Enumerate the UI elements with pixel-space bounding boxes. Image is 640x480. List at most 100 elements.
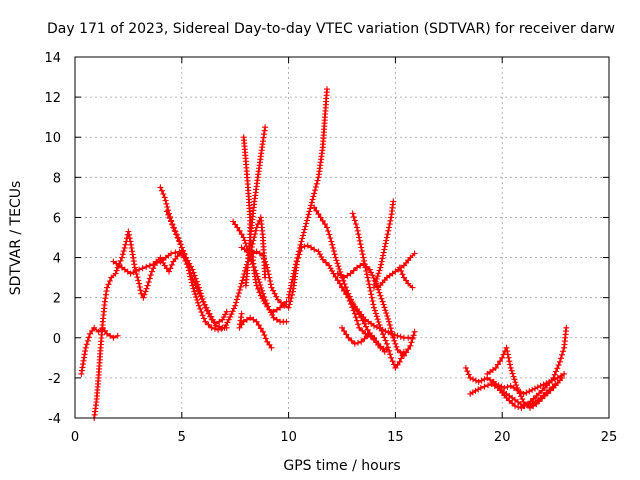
data-point [504,351,511,358]
data-point [345,334,352,341]
data-point [388,328,395,335]
data-point [119,254,125,261]
data-point [292,261,299,268]
data-point [302,223,309,230]
data-point [127,238,134,245]
data-point [410,332,417,339]
data-point [237,283,244,290]
data-point [136,284,143,290]
data-point [358,247,365,254]
data-point [509,370,516,377]
data-point [142,288,149,295]
data-point [381,277,388,284]
data-point [383,310,390,317]
y-tick-label: -2 [48,372,61,387]
data-point [113,267,120,274]
data-point [199,312,206,319]
data-point [300,232,306,239]
data-point [130,258,137,265]
data-point [383,237,390,244]
data-point [533,392,540,399]
data-point [189,276,196,283]
data-point [297,241,304,248]
data-point [398,355,405,362]
data-point [472,377,479,384]
data-point [169,221,176,228]
data-point [305,211,312,218]
data-point [163,200,170,207]
data-point [311,246,318,253]
data-point [352,221,359,227]
data-point [481,383,488,390]
data-point [262,335,269,342]
data-point [371,304,377,311]
data-point [193,284,200,291]
data-point [171,225,177,232]
data-point [380,331,386,338]
data-point [524,402,531,408]
data-point [387,325,394,332]
data-point [369,298,376,304]
data-point [266,341,273,348]
series-trace-23 [490,378,559,409]
data-point [379,255,386,262]
data-point [315,248,322,255]
data-point [253,318,260,325]
data-point [224,319,231,326]
x-tick-label: 15 [387,430,404,445]
data-point [174,253,181,260]
data-point [253,248,260,255]
data-point [273,316,280,323]
data-point [248,247,254,254]
data-point [192,291,199,298]
data-point [296,248,302,255]
data-point [190,285,197,292]
series-trace-16 [371,198,397,291]
y-tick-label: 2 [53,292,61,307]
data-point [462,364,469,371]
data-point [125,228,132,235]
data-point [319,217,326,224]
data-point [373,338,380,345]
data-point [398,267,405,274]
x-tick-label: 5 [178,430,186,445]
y-tick-label: 10 [44,131,61,146]
data-point [331,251,338,258]
data-point [117,257,124,264]
data-point [355,321,361,328]
data-point [238,314,245,321]
data-point [82,344,89,351]
data-point [361,335,368,342]
data-point [327,235,334,241]
data-point [261,293,268,300]
data-point [308,202,314,209]
data-point [351,217,358,224]
data-point [387,351,394,358]
data-point [223,324,230,331]
data-point [190,269,197,276]
data-point [367,288,374,294]
data-point [318,253,325,260]
data-point [168,261,175,268]
data-point [160,191,167,197]
data-point [330,248,337,255]
data-point [380,301,387,308]
data-point [327,265,334,272]
data-point [270,314,277,321]
data-point [349,304,356,311]
data-point [300,229,307,236]
data-point [375,319,382,325]
data-point [507,364,514,371]
data-point [97,347,104,354]
data-point [374,273,381,280]
data-point [259,231,266,238]
data-point [323,259,329,266]
data-point [372,278,379,285]
data-point [135,277,142,284]
data-point [256,250,263,257]
data-point [266,306,273,313]
data-point [270,308,277,315]
series-trace-5 [163,208,187,257]
data-point [301,226,308,233]
data-point [509,394,516,401]
